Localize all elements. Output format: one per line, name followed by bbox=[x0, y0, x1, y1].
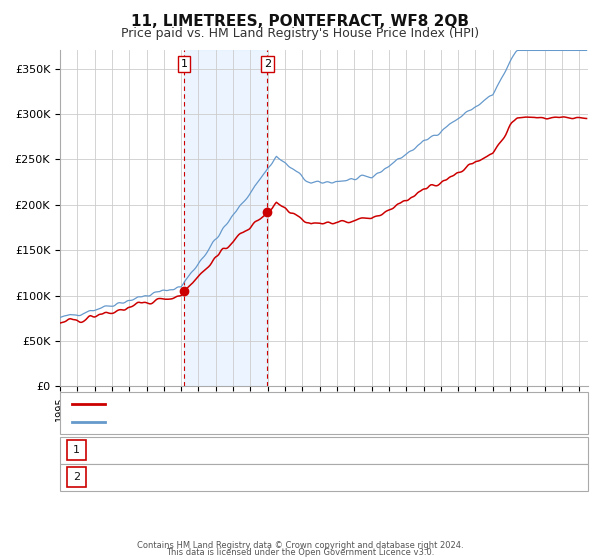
Text: 19-DEC-2006: 19-DEC-2006 bbox=[105, 472, 179, 482]
Bar bbox=[184, 50, 267, 386]
Text: £105,000: £105,000 bbox=[270, 445, 323, 455]
Text: 2: 2 bbox=[263, 59, 271, 69]
Text: 8% ↓ HPI: 8% ↓ HPI bbox=[420, 472, 473, 482]
Text: 11, LIMETREES, PONTEFRACT, WF8 2QB (detached house): 11, LIMETREES, PONTEFRACT, WF8 2QB (deta… bbox=[111, 399, 412, 409]
Text: 11, LIMETREES, PONTEFRACT, WF8 2QB: 11, LIMETREES, PONTEFRACT, WF8 2QB bbox=[131, 14, 469, 29]
Text: £192,000: £192,000 bbox=[270, 472, 323, 482]
Text: 2% ↑ HPI: 2% ↑ HPI bbox=[420, 445, 473, 455]
Text: 28-FEB-2002: 28-FEB-2002 bbox=[105, 445, 176, 455]
Text: Price paid vs. HM Land Registry's House Price Index (HPI): Price paid vs. HM Land Registry's House … bbox=[121, 27, 479, 40]
Text: This data is licensed under the Open Government Licence v3.0.: This data is licensed under the Open Gov… bbox=[166, 548, 434, 557]
Text: 2: 2 bbox=[73, 472, 80, 482]
Text: 1: 1 bbox=[73, 445, 80, 455]
Text: HPI: Average price, detached house, Wakefield: HPI: Average price, detached house, Wake… bbox=[111, 417, 355, 427]
Text: Contains HM Land Registry data © Crown copyright and database right 2024.: Contains HM Land Registry data © Crown c… bbox=[137, 541, 463, 550]
Text: 1: 1 bbox=[181, 59, 187, 69]
